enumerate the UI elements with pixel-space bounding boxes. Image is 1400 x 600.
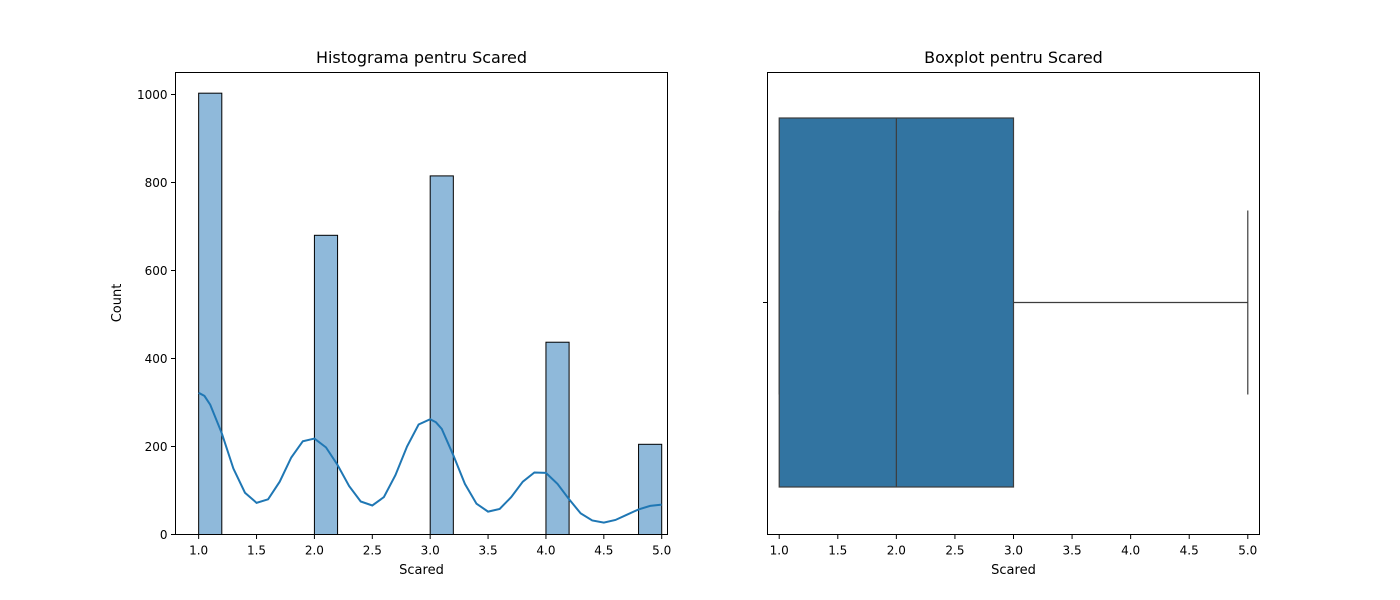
histogram-subplot: Histograma pentru Scared 1.0 1.5 2.0 2.5 3.0… <box>110 48 671 578</box>
histogram-axes-frame <box>175 72 668 535</box>
boxplot-x-tick-label: 2.0 <box>887 544 906 558</box>
histogram-x-tick-label: 4.5 <box>594 544 613 558</box>
histogram-x-tick-label: 3.5 <box>479 544 498 558</box>
boxplot-x-tick-label: 1.0 <box>770 544 789 558</box>
histogram-x-tick-label: 1.5 <box>247 544 266 558</box>
histogram-y-tick-label: 800 <box>145 176 168 190</box>
histogram-x-tick-label: 1.0 <box>189 544 208 558</box>
histogram-x-tick-label: 2.0 <box>305 544 324 558</box>
histogram-x-tick-label: 5.0 <box>652 544 671 558</box>
boxplot-x-tick-label: 1.5 <box>828 544 847 558</box>
histogram-y-ticks: 0 200 400 600 800 1000 <box>137 88 176 542</box>
histogram-x-tick-label: 4.0 <box>536 544 555 558</box>
boxplot-x-label: Scared <box>991 563 1036 578</box>
histogram-y-tick-label: 400 <box>145 352 168 366</box>
kde-curve <box>198 391 662 524</box>
histogram-x-tick-label: 2.5 <box>363 544 382 558</box>
boxplot-x-tick-label: 3.5 <box>1063 544 1082 558</box>
boxplot-x-tick-label: 4.0 <box>1121 544 1140 558</box>
histogram-y-tick-label: 600 <box>145 264 168 278</box>
histogram-bars <box>198 92 663 536</box>
histogram-x-tick-label: 3.0 <box>421 544 440 558</box>
boxplot-x-tick-label: 3.0 <box>1004 544 1023 558</box>
histogram-bar-4 <box>545 341 570 535</box>
histogram-bar-1 <box>198 92 223 536</box>
histogram-x-label: Scared <box>399 563 444 578</box>
histogram-title: Histograma pentru Scared <box>316 48 527 67</box>
histogram-x-ticks: 1.0 1.5 2.0 2.5 3.0 3.5 4.0 4.5 5.0 <box>189 534 671 558</box>
histogram-y-tick-label: 200 <box>145 440 168 454</box>
histogram-bar-5 <box>638 443 663 535</box>
boxplot-x-tick-label: 5.0 <box>1238 544 1257 558</box>
histogram-y-tick-label: 1000 <box>137 88 168 102</box>
histogram-bar-2 <box>313 234 339 536</box>
boxplot-title: Boxplot pentru Scared <box>924 48 1103 67</box>
histogram-bar-3 <box>429 175 454 535</box>
histogram-y-label: Count <box>110 284 125 323</box>
boxplot-subplot: Boxplot pentru Scared 1.0 1.5 2.0 2.5 3.0 3.5… <box>763 48 1260 578</box>
boxplot-x-tick-label: 2.5 <box>945 544 964 558</box>
boxplot-x-tick-label: 4.5 <box>1180 544 1199 558</box>
boxplot-x-ticks: 1.0 1.5 2.0 2.5 3.0 3.5 4.0 4.5 5.0 <box>770 534 1257 558</box>
histogram-y-tick-label: 0 <box>160 528 168 542</box>
